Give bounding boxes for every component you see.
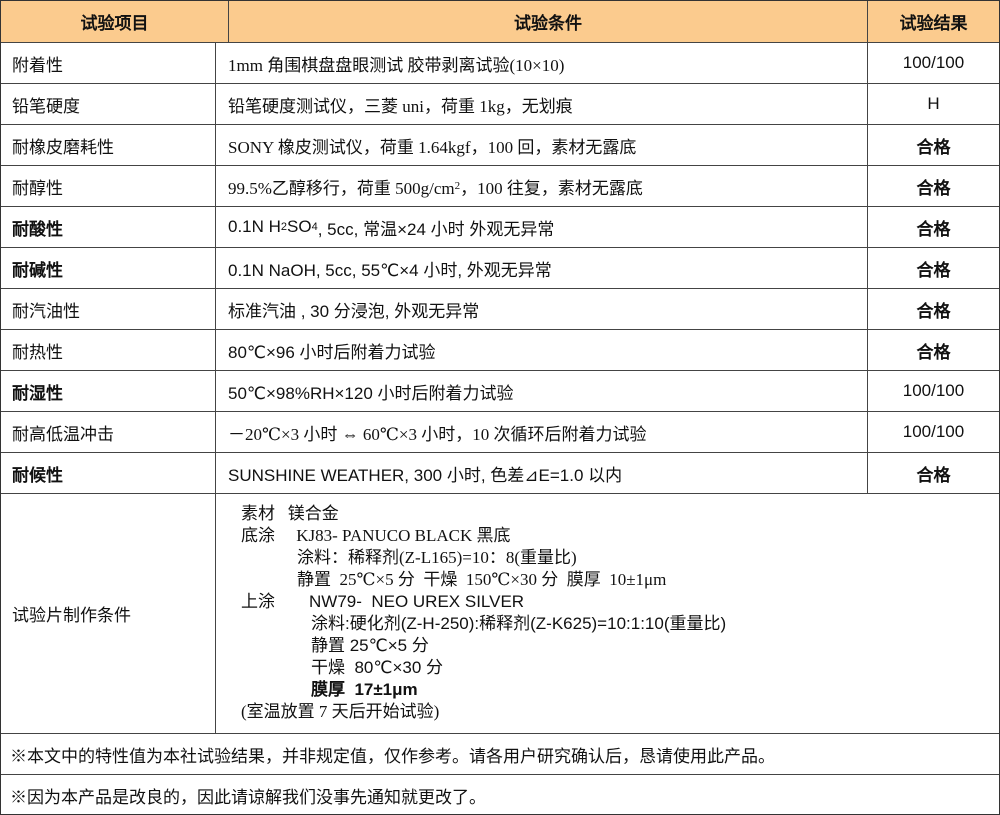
condition-cell: 0.1N NaOH, 5cc, 55℃×4 小时, 外观无异常 — [216, 248, 868, 288]
condition-cell: －20℃×3 小时 ⇔ 60℃×3 小时，10 次循环后附着力试验 — [216, 412, 868, 452]
result-cell: 合格 — [916, 465, 951, 485]
condition-cell: 铅笔硬度测试仪，三菱 uni，荷重 1kg，无划痕 — [216, 84, 868, 124]
item-cell: 铅笔硬度 — [1, 84, 216, 124]
specimen-label: 试验片制作条件 — [1, 494, 216, 733]
table-row: 耐碱性 0.1N NaOH, 5cc, 55℃×4 小时, 外观无异常 合格 — [1, 248, 999, 289]
subscript: 4 — [311, 221, 318, 233]
specimen-line: 涂料：稀释剂(Z-L165)=10：8(重量比) — [297, 548, 577, 567]
result-cell: 100/100 — [902, 381, 965, 400]
subscript: 2 — [280, 221, 288, 233]
condition-text: ，100 往复，素材无露底 — [460, 178, 643, 198]
result-cell: 合格 — [916, 219, 951, 239]
specimen-conditions: 素材 镁合金 底涂 KJ83- PANUCO BLACK 黑底 涂料：稀释剂(Z… — [216, 494, 999, 733]
item-cell: 耐热性 — [1, 330, 216, 370]
table-row: 耐汽油性 标准汽油 , 30 分浸泡, 外观无异常 合格 — [1, 289, 999, 330]
superscript: 2 — [454, 180, 461, 192]
specimen-line: 涂料:硬化剂(Z-H-250):稀释剂(Z-K625)=10:1:10(重量比) — [311, 614, 727, 633]
condition-cell: 1mm 角围棋盘盘眼测试 胶带剥离试验(10×10) — [216, 43, 868, 83]
item-cell: 耐酸性 — [1, 207, 216, 247]
condition-cell: 50℃×98%RH×120 小时后附着力试验 — [216, 371, 868, 411]
item-cell: 耐高低温冲击 — [1, 412, 216, 452]
condition-cell: SUNSHINE WEATHER, 300 小时, 色差⊿E=1.0 以内 — [216, 453, 868, 493]
specimen-label-topcoat: 上涂 — [241, 592, 275, 611]
table-row: 耐酸性 0.1N H 2 SO 4, 5cc, 常温×24 小时 外观无异常 合格 — [1, 207, 999, 248]
item-cell: 附着性 — [1, 43, 216, 83]
result-cell: 合格 — [916, 342, 951, 362]
condition-cell: 80℃×96 小时后附着力试验 — [216, 330, 868, 370]
header-result: 试验结果 — [899, 14, 968, 33]
note-1: ※本文中的特性值为本社试验结果，并非规定值，仅作参考。请各用户研究确认后，恳请使… — [1, 734, 999, 775]
specimen-line: (室温放置 7 天后开始试验) — [241, 702, 440, 721]
result-cell: 合格 — [916, 137, 951, 157]
condition-text: SO — [287, 217, 312, 236]
item-cell: 耐候性 — [1, 453, 216, 493]
result-cell: 100/100 — [902, 53, 965, 72]
table-row: 耐高低温冲击 －20℃×3 小时 ⇔ 60℃×3 小时，10 次循环后附着力试验… — [1, 412, 999, 453]
specimen-line: 上涂 NW79- NEO UREX SILVER — [241, 591, 999, 613]
table-row: 耐湿性 50℃×98%RH×120 小时后附着力试验 100/100 — [1, 371, 999, 412]
condition-cell: SONY 橡皮测试仪，荷重 1.64kgf，100 回，素材无露底 — [216, 125, 868, 165]
specimen-row: 试验片制作条件 素材 镁合金 底涂 KJ83- PANUCO BLACK 黑底 … — [1, 494, 999, 734]
result-cell: H — [927, 94, 940, 113]
table-header: 试验项目 试验条件 试验结果 — [1, 1, 999, 43]
result-cell: 合格 — [916, 260, 951, 280]
header-item: 试验项目 — [1, 1, 229, 42]
item-cell: 耐醇性 — [1, 166, 216, 206]
result-cell: 合格 — [916, 301, 951, 321]
table-row: 附着性 1mm 角围棋盘盘眼测试 胶带剥离试验(10×10) 100/100 — [1, 43, 999, 84]
note-2: ※因为本产品是改良的，因此请谅解我们没事先通知就更改了。 — [10, 787, 486, 807]
specimen-topcoat-name: NW79- NEO UREX SILVER — [309, 592, 525, 611]
item-cell: 耐碱性 — [1, 248, 216, 288]
condition-text: , 5cc, 常温×24 小时 外观无异常 — [317, 219, 555, 239]
specimen-line: 静置 25℃×5 分 干燥 150℃×30 分 膜厚 10±1μm — [297, 570, 667, 589]
condition-text: 0.1N H — [228, 217, 281, 236]
result-cell: 100/100 — [902, 422, 965, 441]
item-cell: 耐湿性 — [1, 371, 216, 411]
table-row: 耐橡皮磨耗性 SONY 橡皮测试仪，荷重 1.64kgf，100 回，素材无露底… — [1, 125, 999, 166]
result-cell: 合格 — [916, 178, 951, 198]
specimen-line: 膜厚 17±1μm — [311, 680, 418, 699]
condition-cell: 标准汽油 , 30 分浸泡, 外观无异常 — [216, 289, 868, 329]
specimen-line: 底涂 KJ83- PANUCO BLACK 黑底 — [241, 526, 511, 545]
condition-cell: 99.5%乙醇移行，荷重 500g/cm 2 ，100 往复，素材无露底 — [216, 166, 868, 206]
table-row: 耐醇性 99.5%乙醇移行，荷重 500g/cm 2 ，100 往复，素材无露底 合… — [1, 166, 999, 207]
item-cell: 耐汽油性 — [1, 289, 216, 329]
specimen-line: 素材 镁合金 — [241, 504, 339, 523]
condition-cell: 0.1N H 2 SO 4, 5cc, 常温×24 小时 外观无异常 — [216, 207, 868, 247]
table-row: 耐候性 SUNSHINE WEATHER, 300 小时, 色差⊿E=1.0 以… — [1, 453, 999, 494]
table-row: 铅笔硬度 铅笔硬度测试仪，三菱 uni，荷重 1kg，无划痕 H — [1, 84, 999, 125]
item-cell: 耐橡皮磨耗性 — [1, 125, 216, 165]
table-row: 耐热性 80℃×96 小时后附着力试验 合格 — [1, 330, 999, 371]
specimen-line: 干燥 80℃×30 分 — [311, 658, 444, 677]
condition-text: 99.5%乙醇移行，荷重 500g/cm — [228, 178, 455, 198]
header-condition: 试验条件 — [229, 1, 868, 42]
specimen-line: 静置 25℃×5 分 — [311, 636, 429, 655]
